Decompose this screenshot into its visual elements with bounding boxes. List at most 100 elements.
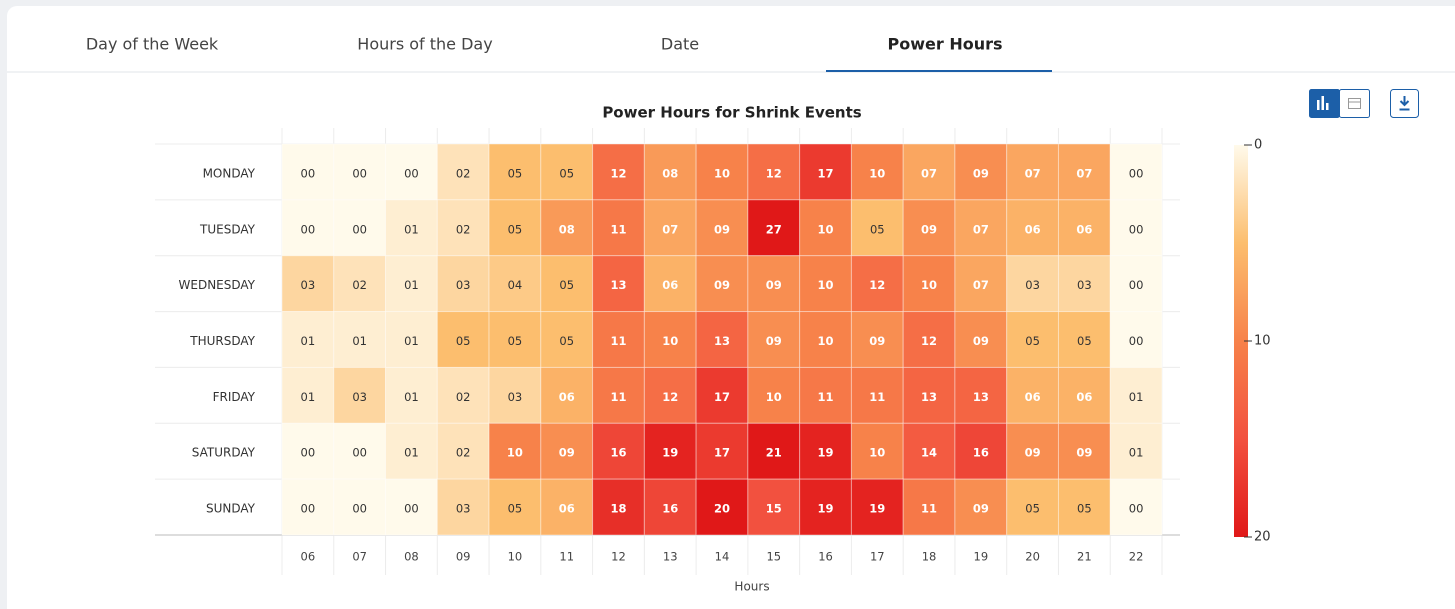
cell-label: 16 xyxy=(973,446,989,460)
cell-label: 10 xyxy=(766,390,782,404)
cell-label: 09 xyxy=(1076,446,1092,460)
heatmap-cell xyxy=(1109,311,1163,368)
row-label: WEDNESDAY xyxy=(179,278,256,292)
cell-label: 00 xyxy=(301,446,316,460)
tab[interactable]: Day of the Week xyxy=(86,35,219,54)
cell-label: 09 xyxy=(1025,446,1041,460)
chart-view-button[interactable] xyxy=(1309,89,1340,118)
x-tick-label: 15 xyxy=(766,550,781,564)
heatmap-cell xyxy=(592,422,645,480)
heatmap-cell xyxy=(1109,478,1163,536)
x-axis-label: Hours xyxy=(734,580,769,594)
cell-label: 09 xyxy=(973,334,989,348)
heatmap-cell xyxy=(902,311,956,368)
cell-label: 03 xyxy=(456,278,471,292)
cell-label: 11 xyxy=(610,334,626,348)
colorbar-tick-label: 0 xyxy=(1254,138,1262,153)
cell-label: 08 xyxy=(662,166,678,180)
cell-label: 05 xyxy=(508,222,523,236)
cell-label: 13 xyxy=(973,390,989,404)
x-tick-label: 20 xyxy=(1025,550,1040,564)
cell-label: 07 xyxy=(973,222,989,236)
cell-label: 16 xyxy=(610,446,626,460)
x-tick-label: 08 xyxy=(404,550,419,564)
heatmap-cell xyxy=(850,255,904,313)
cell-label: 13 xyxy=(921,390,937,404)
tab[interactable]: Hours of the Day xyxy=(357,35,492,54)
cell-label: 05 xyxy=(559,166,574,180)
heatmap-cell xyxy=(902,478,956,536)
heatmap-cell xyxy=(643,478,697,536)
cell-label: 02 xyxy=(352,278,367,292)
cell-label: 09 xyxy=(973,502,989,516)
cell-label: 11 xyxy=(610,390,626,404)
x-tick-label: 16 xyxy=(818,550,833,564)
cell-label: 10 xyxy=(818,222,834,236)
x-tick-label: 06 xyxy=(301,550,316,564)
cell-label: 09 xyxy=(714,278,730,292)
x-tick-label: 09 xyxy=(456,550,471,564)
cell-label: 17 xyxy=(714,390,730,404)
cell-label: 10 xyxy=(507,446,523,460)
x-tick-label: 10 xyxy=(508,550,523,564)
heatmap-cell xyxy=(385,255,438,313)
cell-label: 01 xyxy=(352,334,367,348)
cell-label: 07 xyxy=(1076,166,1092,180)
heatmap-cell xyxy=(385,422,438,480)
heatmap-cell xyxy=(695,366,749,424)
heatmap-cell xyxy=(643,311,697,368)
heatmap-cell xyxy=(695,143,749,201)
x-tick-label: 13 xyxy=(663,550,678,564)
row-label: TUESDAY xyxy=(199,222,256,236)
cell-label: 12 xyxy=(662,390,678,404)
cell-label: 00 xyxy=(301,502,316,516)
cell-label: 02 xyxy=(456,222,471,236)
colorbar xyxy=(1234,145,1248,537)
cell-label: 00 xyxy=(1129,222,1144,236)
heatmap-cell xyxy=(954,366,1008,424)
cell-label: 06 xyxy=(1076,390,1092,404)
heatmap-cell xyxy=(333,255,387,313)
heatmap-cell xyxy=(333,143,387,201)
cell-label: 01 xyxy=(301,390,316,404)
cell-label: 12 xyxy=(766,166,782,180)
x-tick-label: 14 xyxy=(715,550,730,564)
cell-label: 11 xyxy=(921,502,937,516)
cell-label: 09 xyxy=(973,166,989,180)
table-view-button[interactable] xyxy=(1339,89,1370,118)
tab[interactable]: Date xyxy=(661,35,699,54)
cell-label: 07 xyxy=(921,166,937,180)
cell-label: 12 xyxy=(610,166,626,180)
heatmap-cell xyxy=(1057,255,1111,313)
x-tick-label: 19 xyxy=(974,550,989,564)
heatmap-cell xyxy=(747,478,801,536)
cell-label: 27 xyxy=(766,222,782,236)
cell-label: 05 xyxy=(508,334,523,348)
heatmap-cell xyxy=(747,199,801,257)
cell-label: 02 xyxy=(456,390,471,404)
cell-label: 06 xyxy=(662,278,678,292)
x-tick-label: 17 xyxy=(870,550,885,564)
cell-label: 08 xyxy=(559,222,575,236)
cell-label: 05 xyxy=(559,278,574,292)
cell-label: 13 xyxy=(714,334,730,348)
cell-label: 01 xyxy=(404,446,419,460)
heatmap-cell xyxy=(540,199,594,257)
cell-label: 20 xyxy=(714,502,730,516)
tab[interactable]: Power Hours xyxy=(888,35,1003,54)
cell-label: 09 xyxy=(766,278,782,292)
download-button[interactable] xyxy=(1390,89,1419,118)
heatmap-cell xyxy=(643,366,697,424)
cell-label: 05 xyxy=(870,222,885,236)
cell-label: 06 xyxy=(1025,390,1041,404)
heatmap-cell xyxy=(540,422,594,480)
cell-label: 05 xyxy=(559,334,574,348)
heatmap-cell xyxy=(385,199,438,257)
x-tick-label: 21 xyxy=(1077,550,1092,564)
cell-label: 07 xyxy=(1025,166,1041,180)
heatmap-cell xyxy=(488,199,542,257)
heatmap-cell xyxy=(643,255,697,313)
cell-label: 01 xyxy=(1129,390,1144,404)
heatmap-cell xyxy=(1057,422,1111,480)
